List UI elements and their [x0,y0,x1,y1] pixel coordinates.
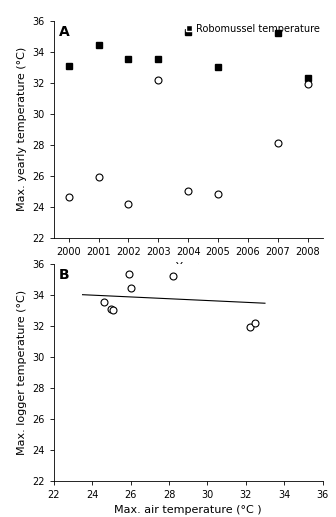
X-axis label: Year: Year [176,263,200,272]
Y-axis label: Max. yearly temperature (°C): Max. yearly temperature (°C) [17,47,27,211]
Y-axis label: Max. logger temperature (°C): Max. logger temperature (°C) [17,290,27,455]
X-axis label: Max. air temperature (°C ): Max. air temperature (°C ) [114,506,262,515]
Text: A: A [59,25,70,39]
Legend: Robomussel temperature: Robomussel temperature [184,23,321,35]
Text: B: B [59,268,70,282]
